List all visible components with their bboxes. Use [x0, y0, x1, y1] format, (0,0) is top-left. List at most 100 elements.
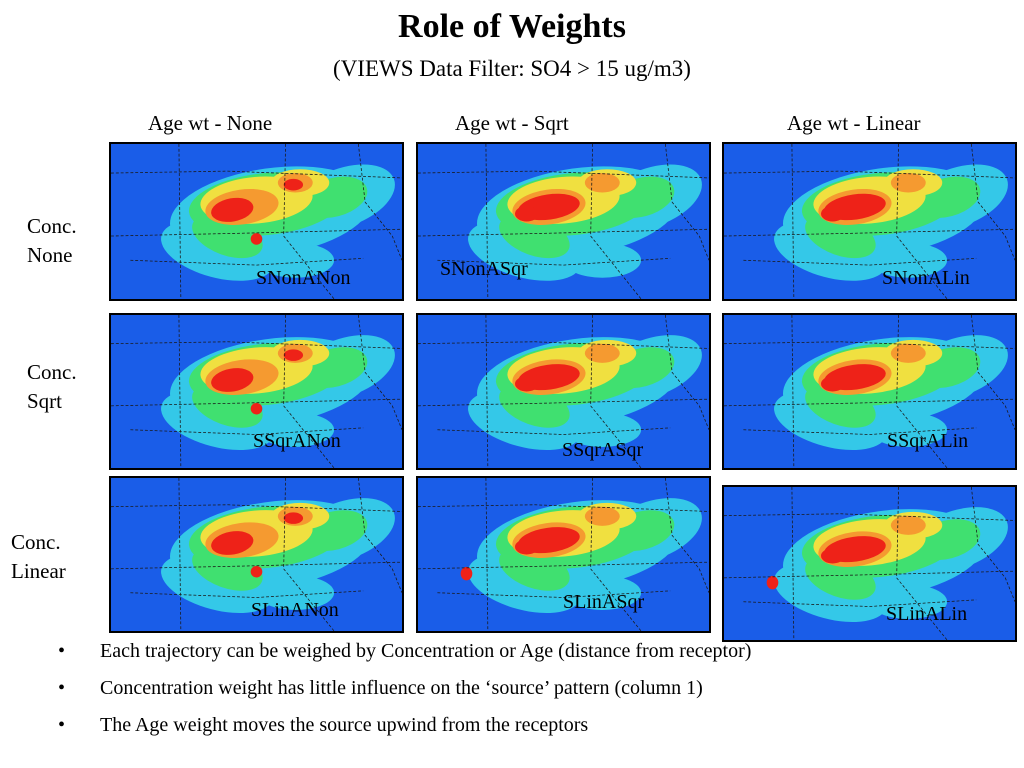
state-boundary: [111, 504, 402, 512]
state-boundary: [111, 228, 402, 237]
plume-higher: [890, 515, 926, 535]
concentration-map: [111, 478, 402, 631]
state-boundary: [130, 427, 364, 435]
bullet-item: Concentration weight has little influenc…: [58, 677, 751, 714]
panel-label: SSqrASqr: [562, 439, 644, 461]
plume-higher: [584, 506, 620, 526]
plume-peak: [515, 376, 539, 392]
plume-low: [256, 575, 335, 610]
state-boundary: [418, 504, 709, 512]
plume-low: [256, 412, 335, 447]
slide-subtitle: (VIEWS Data Filter: SO4 > 15 ug/m3): [333, 56, 691, 81]
plume-peak: [515, 206, 539, 222]
plume-higher: [584, 343, 620, 363]
plume-low: [869, 584, 948, 619]
state-boundary: [590, 315, 642, 468]
row-header-line1: Conc.: [27, 360, 77, 384]
state-boundary: [357, 478, 402, 593]
plume-low: [256, 242, 335, 278]
plume-low: [869, 412, 948, 447]
row-header-conc-sqrt: Conc. Sqrt: [27, 358, 77, 416]
concentration-map: [111, 315, 402, 468]
state-boundary: [178, 315, 182, 468]
plume-peak: [821, 548, 845, 564]
plume-mid: [192, 383, 263, 428]
plume-peak: [211, 197, 254, 222]
state-boundary: [283, 315, 335, 468]
plume-peak: [283, 349, 304, 361]
plume-peak: [250, 565, 263, 578]
state-boundary: [111, 170, 402, 179]
map-panel-ssqrasqr: SSqrASqr: [416, 313, 711, 470]
row-header-line1: Conc.: [11, 530, 61, 554]
state-boundary: [724, 398, 1015, 407]
panel-label: SSqrANon: [253, 430, 341, 452]
plume-mid: [805, 213, 876, 259]
plume-low: [869, 242, 948, 278]
plume-mid: [499, 383, 570, 428]
plume-peak: [250, 233, 263, 245]
state-boundary: [178, 478, 182, 631]
plume-higher: [584, 173, 620, 193]
plume-mid: [192, 213, 263, 259]
state-boundary: [357, 315, 402, 430]
state-boundary: [485, 144, 489, 299]
state-boundary: [437, 590, 671, 598]
map-panel-snonalin: SNonALin: [722, 142, 1017, 301]
state-boundary: [178, 144, 182, 299]
panel-label: SLinANon: [251, 599, 339, 621]
panel-label: SLinALin: [886, 603, 968, 625]
state-boundary: [590, 478, 642, 631]
column-header-age-none: Age wt - None: [148, 111, 273, 135]
bullet-item: The Age weight moves the source upwind f…: [58, 714, 751, 751]
plume-peak: [250, 402, 263, 415]
state-boundary: [664, 315, 709, 430]
plume-mid: [805, 555, 876, 600]
plume-peak: [821, 376, 845, 392]
state-boundary: [896, 315, 948, 468]
state-boundary: [896, 144, 948, 299]
bullet-item: Each trajectory can be weighed by Concen…: [58, 640, 751, 677]
map-panel-slinasqr: SLinASqr: [416, 476, 711, 633]
map-panel-slinanon: SLinANon: [109, 476, 404, 633]
state-boundary: [437, 427, 671, 435]
plume-peak: [211, 368, 254, 392]
state-boundary: [485, 315, 489, 468]
row-header-line2: Linear: [11, 559, 66, 583]
state-boundary: [743, 427, 977, 435]
state-boundary: [485, 478, 489, 631]
plume-peak: [283, 178, 304, 191]
state-boundary: [111, 341, 402, 349]
state-boundary: [283, 478, 335, 631]
map-panel-snonasqr: SNonASqr: [416, 142, 711, 301]
plume-higher: [890, 343, 926, 363]
row-header-conc-none: Conc. None: [27, 212, 77, 270]
map-panel-ssqranon: SSqrANon: [109, 313, 404, 470]
plume-low: [563, 242, 642, 278]
row-header-line2: Sqrt: [27, 389, 63, 413]
state-boundary: [791, 315, 795, 468]
concentration-map: [724, 144, 1015, 299]
plume-higher: [890, 173, 926, 193]
state-boundary: [111, 398, 402, 407]
state-boundary: [418, 228, 709, 237]
state-boundary: [590, 144, 642, 299]
concentration-map: [111, 144, 402, 299]
state-boundary: [418, 170, 709, 179]
state-boundary: [357, 144, 402, 261]
state-boundary: [724, 570, 1015, 579]
row-header-conc-linear: Conc. Linear: [11, 528, 66, 586]
state-boundary: [970, 144, 1015, 261]
state-boundary: [418, 398, 709, 407]
state-boundary: [724, 228, 1015, 237]
plume-mid: [805, 383, 876, 428]
bullet-list: Each trajectory can be weighed by Concen…: [58, 640, 751, 751]
state-boundary: [437, 257, 671, 266]
map-panel-ssqralin: SSqrALin: [722, 313, 1017, 470]
state-boundary: [724, 341, 1015, 349]
state-boundary: [743, 257, 977, 266]
row-header-line2: None: [27, 243, 73, 267]
state-boundary: [664, 478, 709, 593]
panel-label: SSqrALin: [887, 430, 969, 452]
state-boundary: [791, 144, 795, 299]
